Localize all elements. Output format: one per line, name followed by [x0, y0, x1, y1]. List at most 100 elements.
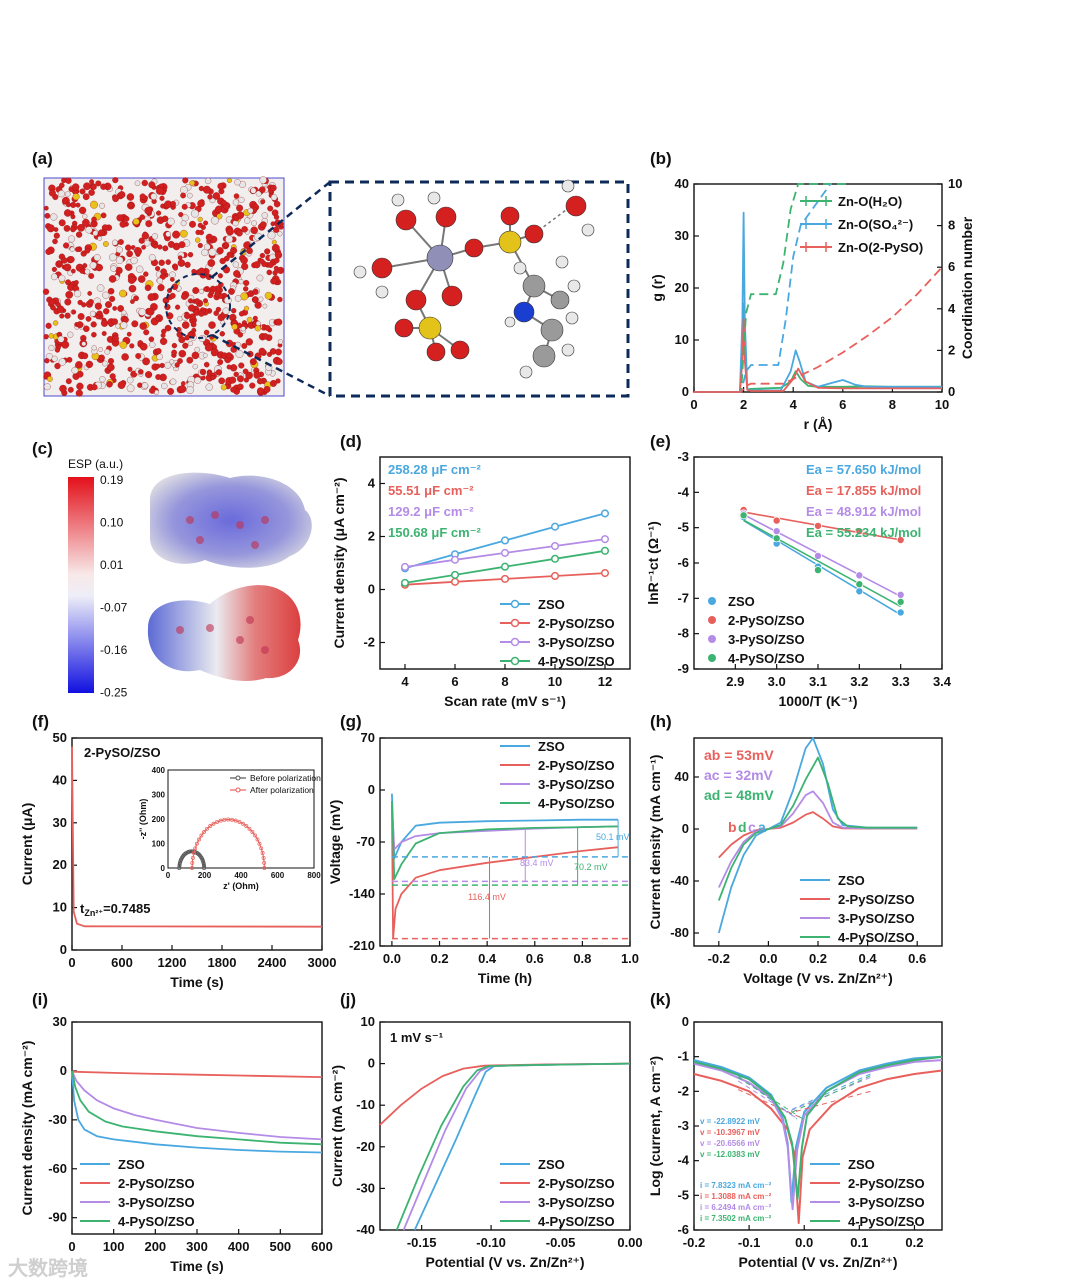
- atom: [179, 229, 188, 238]
- atom: [145, 220, 153, 228]
- atom: [184, 312, 191, 320]
- peak-letter: c: [748, 819, 756, 835]
- legend-entry: ZSO: [728, 594, 755, 609]
- zoom-box: [328, 180, 630, 398]
- current-line: [71, 1070, 323, 1141]
- atom: [145, 371, 153, 379]
- inset-x-tick-label: 200: [198, 871, 212, 880]
- atom: [210, 216, 219, 225]
- peak-letter: d: [738, 819, 747, 835]
- y-axis-label: Current density (mA cm⁻¹): [647, 755, 663, 930]
- atom: [98, 354, 105, 361]
- atom: [109, 373, 116, 380]
- atom: [48, 344, 55, 351]
- atom: [275, 358, 283, 365]
- x-tick-label: 0.0: [795, 1235, 813, 1250]
- atom: [353, 265, 367, 279]
- inset-point: [197, 837, 201, 842]
- atom: [83, 182, 91, 191]
- data-point: [772, 516, 781, 525]
- atom: [266, 269, 273, 276]
- atom: [64, 312, 71, 319]
- atom: [74, 280, 79, 285]
- atom: [245, 338, 253, 346]
- atom: [204, 243, 211, 251]
- y-axis-label: Current density (mA cm⁻²): [19, 1041, 35, 1216]
- y-tick-label: 30: [53, 815, 67, 830]
- atom: [180, 220, 187, 227]
- atom: [44, 212, 51, 219]
- atom: [127, 366, 133, 372]
- atom: [256, 274, 264, 282]
- rdf-line: [694, 211, 942, 393]
- atom: [155, 186, 164, 195]
- atom: [88, 273, 95, 279]
- legend-entry: 2-PySO/ZSO: [538, 758, 615, 773]
- atom: [48, 333, 54, 339]
- atom: [71, 309, 77, 315]
- x-tick-label: 400: [228, 1239, 250, 1254]
- atom: [500, 206, 520, 226]
- data-point: [772, 534, 781, 543]
- atom: [243, 286, 249, 292]
- legend-marker: [708, 635, 716, 643]
- atom: [167, 387, 175, 395]
- cv-line: [717, 756, 918, 901]
- atom: [164, 361, 172, 369]
- atom: [50, 273, 58, 281]
- atom: [247, 207, 254, 214]
- atom: [54, 347, 60, 353]
- corrosion-value: v = -10.3967 mV: [700, 1128, 760, 1137]
- colorbar-tick: 0.01: [100, 558, 124, 572]
- atom: [237, 332, 244, 338]
- atom: [78, 206, 87, 215]
- inset-point: [194, 841, 199, 846]
- atom: [270, 194, 278, 201]
- data-point: [855, 527, 864, 536]
- atom: [565, 195, 587, 217]
- inset-point: [205, 826, 209, 831]
- atom: [187, 340, 194, 347]
- atom: [65, 378, 72, 385]
- atom: [250, 226, 258, 235]
- data-point: [600, 509, 610, 518]
- x-tick-label: 6: [839, 397, 846, 412]
- y-tick-label: -4: [677, 484, 689, 499]
- panel-label: (c): [32, 439, 53, 458]
- overpotential-label: 83.4 mV: [520, 858, 554, 868]
- plot-frame: [71, 737, 323, 951]
- data-point: [450, 570, 460, 579]
- atom: [203, 298, 208, 304]
- atom: [82, 193, 90, 201]
- atom: [82, 213, 88, 219]
- atom: [212, 192, 221, 200]
- atom: [266, 351, 273, 357]
- atom: [63, 242, 70, 249]
- atom: [252, 288, 259, 295]
- y-tick-label: -140: [349, 886, 375, 901]
- atom: [99, 376, 106, 383]
- atom: [441, 285, 463, 307]
- nitrogen: [513, 301, 535, 323]
- atom: [261, 646, 269, 654]
- atom: [105, 301, 112, 309]
- atom: [70, 268, 76, 274]
- y-tick-label: -7: [677, 590, 689, 605]
- atom: [255, 190, 262, 197]
- atom: [148, 254, 156, 262]
- x-tick-label: -0.10: [476, 1235, 506, 1250]
- atom: [141, 232, 150, 240]
- legend-marker: [510, 656, 520, 666]
- atom: [63, 263, 72, 272]
- data-point: [600, 569, 610, 578]
- atom: [174, 362, 180, 368]
- atom: [74, 246, 81, 253]
- y-tick-label: -210: [349, 938, 375, 953]
- y2-axis-label: Coordination number: [959, 216, 975, 359]
- atom: [395, 209, 417, 231]
- atom: [67, 386, 74, 393]
- atom: [72, 183, 80, 191]
- capacitance-label: 129.2 μF cm⁻²: [388, 504, 474, 519]
- atom: [180, 192, 186, 199]
